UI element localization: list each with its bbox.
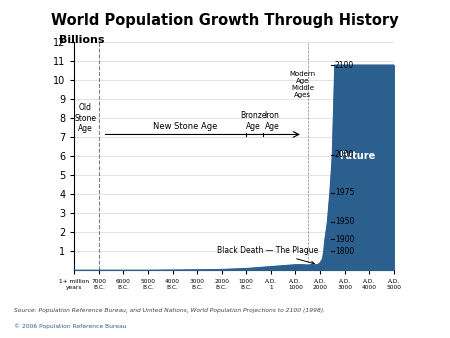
Text: Modern
Age
Middle
Ages: Modern Age Middle Ages	[290, 71, 316, 98]
Text: Iron
Age: Iron Age	[265, 111, 279, 131]
Text: 1800: 1800	[335, 247, 354, 256]
Text: Billions: Billions	[58, 35, 104, 46]
Text: World Population Growth Through History: World Population Growth Through History	[51, 13, 399, 28]
Text: Black Death — The Plague: Black Death — The Plague	[217, 246, 318, 264]
Text: 1950: 1950	[335, 217, 354, 226]
Text: 2000: 2000	[335, 150, 354, 159]
Text: Bronze
Age: Bronze Age	[240, 111, 267, 131]
Text: Future: Future	[339, 151, 375, 161]
Text: © 2006 Population Reference Bureau: © 2006 Population Reference Bureau	[14, 323, 126, 329]
Text: 1900: 1900	[335, 235, 354, 244]
Text: New Stone Age: New Stone Age	[153, 122, 217, 131]
Text: Old
Stone
Age: Old Stone Age	[74, 103, 96, 133]
Text: 2100: 2100	[335, 61, 354, 70]
Text: Source: Population Reference Bureau, and United Nations, World Population Projec: Source: Population Reference Bureau, and…	[14, 308, 324, 313]
Text: 1975: 1975	[335, 188, 354, 197]
